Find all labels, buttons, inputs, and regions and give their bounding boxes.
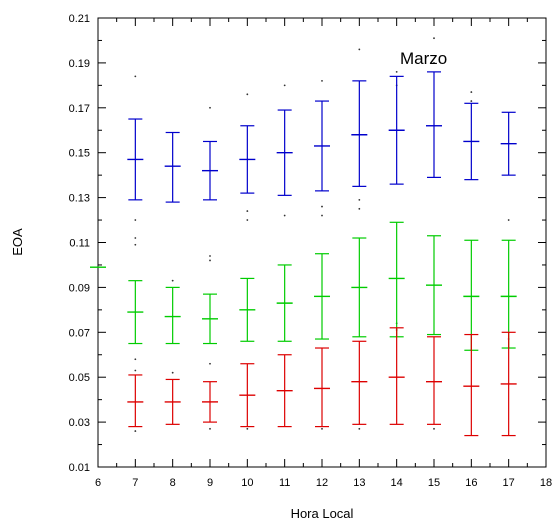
scatter-dot <box>171 371 174 374</box>
x-tick-label: 16 <box>465 477 477 489</box>
error-bar <box>500 111 517 176</box>
error-bar <box>127 374 144 428</box>
scatter-dot <box>246 427 249 430</box>
x-tick-label: 12 <box>316 477 328 489</box>
error-bars <box>90 71 517 437</box>
error-bar <box>463 239 480 351</box>
scatter-dot <box>358 198 361 201</box>
x-tick-label: 7 <box>132 477 138 489</box>
error-bar <box>351 340 368 425</box>
scatter-dot <box>433 62 435 64</box>
error-bar <box>314 253 330 340</box>
y-tick-label: 0.11 <box>69 238 90 250</box>
scatter-dot <box>134 369 137 372</box>
scatter-dot <box>209 259 211 262</box>
y-tick-label: 0.01 <box>69 462 90 474</box>
scatter-dot <box>134 219 137 221</box>
y-tick-label: 0.17 <box>69 103 90 115</box>
error-bar <box>388 75 405 185</box>
x-tick-label: 9 <box>207 477 213 489</box>
error-bar <box>239 277 256 342</box>
y-axis-title: EOA <box>10 228 25 256</box>
x-tick-label: 11 <box>279 477 290 489</box>
scatter-dot <box>283 84 286 87</box>
error-bar <box>202 140 218 201</box>
error-bar <box>239 363 256 428</box>
scatter-dot <box>358 207 361 210</box>
error-bar <box>276 109 293 196</box>
y-tick-label: 0.07 <box>69 327 90 339</box>
scatter-dot <box>134 243 137 246</box>
y-tick-label: 0.05 <box>69 372 90 384</box>
chart-annotation: Marzo <box>400 49 447 68</box>
error-bar <box>314 100 330 192</box>
scatter-dot <box>470 100 473 102</box>
x-axis-title: Hora Local <box>291 506 354 521</box>
scatter-dot <box>433 37 435 40</box>
y-tick-label: 0.13 <box>69 193 90 205</box>
error-bar <box>463 333 480 437</box>
error-bar <box>426 235 442 336</box>
error-bar <box>276 264 293 342</box>
error-bar <box>314 347 330 428</box>
error-bar <box>388 327 405 425</box>
scatter-dot <box>134 358 137 361</box>
scatter-dot <box>470 91 473 93</box>
scatter-dot <box>134 75 137 78</box>
x-tick-label: 15 <box>428 477 440 489</box>
scatter-dot <box>433 427 435 430</box>
error-bar <box>351 80 368 187</box>
scatter-dot <box>209 362 211 365</box>
x-tick-label: 13 <box>353 477 365 489</box>
x-tick-label: 6 <box>95 477 101 489</box>
scatter-dot <box>358 48 361 51</box>
scatter-dot <box>246 93 249 96</box>
scatter-dot <box>209 106 211 109</box>
error-bar <box>202 381 218 423</box>
y-tick-label: 0.09 <box>69 282 90 294</box>
scatter-dot <box>171 279 174 282</box>
scatter-dot <box>246 219 249 221</box>
x-tick-label: 10 <box>241 477 253 489</box>
y-tick-label: 0.19 <box>69 58 90 70</box>
error-bar <box>127 280 144 345</box>
error-bar <box>276 354 293 428</box>
error-bar <box>426 71 442 178</box>
scatter-dot <box>321 214 323 217</box>
scatter-dot <box>134 430 137 432</box>
scatter-dot <box>321 205 323 208</box>
error-bar <box>202 293 218 345</box>
error-bar <box>388 221 405 338</box>
error-bar <box>426 336 442 425</box>
x-tick-label: 8 <box>170 477 176 489</box>
axes: 6 7 8 9 10 11 12 13 14 15 16 17 18 0.01 0.03 0.05 0.07 0.… <box>69 13 553 489</box>
x-tick-label: 18 <box>540 477 552 489</box>
scatter-dot <box>134 237 137 239</box>
scatter-dot <box>507 219 510 221</box>
scatter-dot <box>358 427 361 430</box>
error-bar <box>164 131 181 203</box>
y-tick-label: 0.21 <box>69 13 90 25</box>
error-bar <box>351 237 368 338</box>
scatter-dot <box>246 210 249 212</box>
error-bar <box>127 118 144 201</box>
error-bar <box>463 102 480 181</box>
error-bar <box>500 331 517 437</box>
y-tick-label: 0.03 <box>69 417 90 429</box>
scatter-dot <box>283 214 286 217</box>
scatter-dot <box>321 427 323 430</box>
x-tick-label: 17 <box>503 477 515 489</box>
scatter-dot <box>209 255 211 257</box>
scatter-dot <box>395 70 398 73</box>
error-bar <box>239 125 256 194</box>
error-bar <box>164 378 181 425</box>
scatter-dot <box>209 427 211 430</box>
y-tick-label: 0.15 <box>69 148 90 160</box>
x-tick-label: 14 <box>391 477 403 489</box>
scatter-dot <box>321 79 323 82</box>
error-bar <box>164 286 181 345</box>
